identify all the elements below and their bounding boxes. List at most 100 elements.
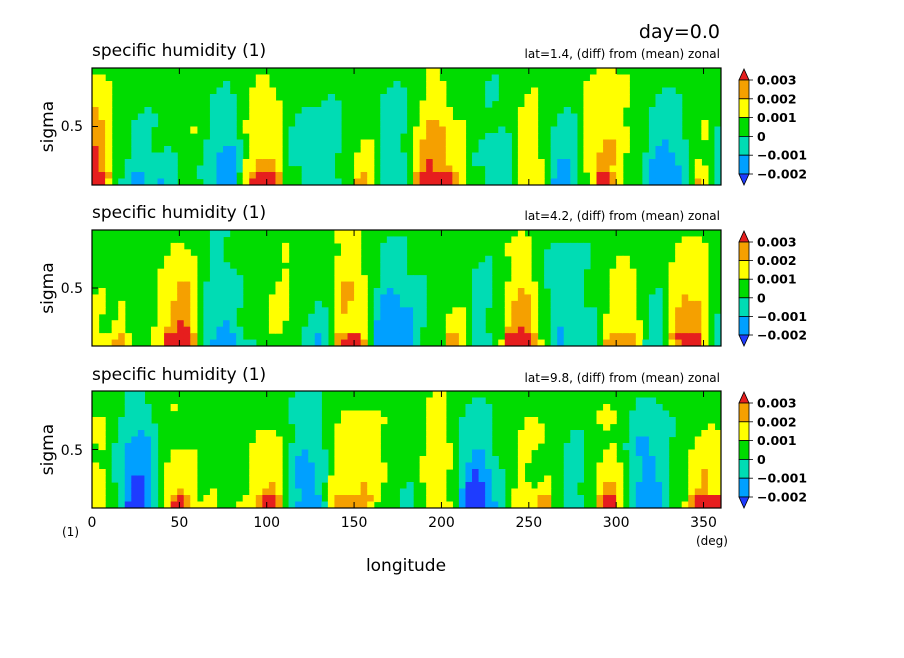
heatmap-cell <box>249 469 257 477</box>
heatmap-cell <box>524 495 532 503</box>
heatmap-cell <box>589 74 598 82</box>
heatmap-cell <box>393 133 401 141</box>
heatmap-cell <box>157 152 165 160</box>
heatmap-cell <box>308 495 316 503</box>
heatmap-cell <box>662 100 670 108</box>
heatmap-cell <box>517 236 526 244</box>
heatmap-cell <box>458 307 467 315</box>
heatmap-cell <box>386 152 394 160</box>
heatmap-cell <box>268 469 277 477</box>
heatmap-cell <box>681 255 689 263</box>
heatmap-cell <box>472 436 480 444</box>
heatmap-cell <box>426 475 434 483</box>
heatmap-cell <box>426 456 434 464</box>
heatmap-cell <box>465 423 473 431</box>
heatmap-cell <box>105 94 113 102</box>
heatmap-cell <box>694 236 702 244</box>
heatmap-cell <box>517 482 526 490</box>
heatmap-cell <box>609 456 617 464</box>
heatmap-cell <box>334 307 342 315</box>
heatmap-cell <box>642 443 650 451</box>
heatmap-cell <box>688 294 696 302</box>
heatmap-cell <box>255 152 263 160</box>
heatmap-cell <box>144 120 152 128</box>
heatmap-cell <box>648 307 657 315</box>
heatmap-cell <box>563 178 571 185</box>
heatmap-cell <box>92 307 100 315</box>
heatmap-cell <box>472 469 480 477</box>
heatmap-cell <box>177 268 185 276</box>
heatmap-cell <box>458 172 467 180</box>
heatmap-cell <box>596 462 604 470</box>
heatmap-cell <box>583 242 591 250</box>
heatmap-cell <box>511 249 519 257</box>
heatmap-cell <box>583 249 591 257</box>
heatmap-cell <box>419 456 427 464</box>
heatmap-cell <box>504 326 512 334</box>
heatmap-cell <box>367 488 375 496</box>
heatmap-cell <box>655 152 663 160</box>
heatmap-cell <box>399 236 408 244</box>
heatmap-cell <box>236 333 244 341</box>
heatmap-cell <box>314 120 322 128</box>
heatmap-cell <box>334 230 342 238</box>
heatmap-cell <box>688 288 696 296</box>
heatmap-cell <box>131 120 139 128</box>
heatmap-cell <box>491 488 499 496</box>
heatmap-cell <box>150 152 159 160</box>
heatmap-cell <box>563 501 571 508</box>
heatmap-cell <box>118 436 126 444</box>
heatmap-cell <box>131 495 139 503</box>
heatmap-cell <box>655 339 663 346</box>
heatmap-cell <box>668 100 676 108</box>
heatmap-cell <box>498 152 506 160</box>
heatmap-cell <box>386 326 394 334</box>
heatmap-cell <box>295 404 303 412</box>
heatmap-cell <box>642 501 650 508</box>
heatmap-cell <box>563 326 571 334</box>
heatmap-cell <box>701 333 709 341</box>
heatmap-cell <box>694 436 702 444</box>
heatmap-cell <box>694 475 702 483</box>
heatmap-cell <box>681 236 689 244</box>
heatmap-cell <box>622 294 630 302</box>
heatmap-cell <box>183 300 191 308</box>
heatmap-cell <box>563 488 571 496</box>
heatmap-cell <box>701 249 709 257</box>
heatmap-cell <box>216 120 224 128</box>
heatmap-cell <box>92 339 100 346</box>
heatmap-cell <box>635 417 643 425</box>
heatmap-cell <box>354 152 362 160</box>
heatmap-cell <box>616 495 624 503</box>
heatmap-cell <box>662 146 670 154</box>
heatmap-cell <box>537 159 545 167</box>
heatmap-cell <box>432 443 440 451</box>
heatmap-cell <box>432 456 440 464</box>
heatmap-cell <box>98 87 106 95</box>
heatmap-cell <box>190 495 198 503</box>
heatmap-cell <box>478 397 486 405</box>
heatmap-cell <box>642 152 650 160</box>
heatmap-cell <box>308 146 316 154</box>
heatmap-cell <box>419 462 427 470</box>
heatmap-cell <box>485 488 493 496</box>
heatmap-cell <box>236 139 244 147</box>
heatmap-cell <box>596 81 604 89</box>
heatmap-cell <box>354 333 362 341</box>
heatmap-cell <box>570 469 578 477</box>
heatmap-cell <box>589 87 598 95</box>
heatmap-cell <box>373 449 381 457</box>
heatmap-cell <box>642 404 650 412</box>
heatmap-cell <box>340 307 349 315</box>
heatmap-cell <box>530 87 539 95</box>
heatmap-cell <box>373 423 381 431</box>
heatmap-cell <box>177 456 185 464</box>
heatmap-cell <box>432 94 440 102</box>
heatmap-cell <box>262 74 270 82</box>
heatmap-cell <box>124 397 132 405</box>
heatmap-cell <box>105 178 113 185</box>
heatmap-cell <box>386 87 394 95</box>
heatmap-cell <box>714 449 721 457</box>
heatmap-cell <box>393 242 401 250</box>
heatmap-cell <box>340 268 349 276</box>
